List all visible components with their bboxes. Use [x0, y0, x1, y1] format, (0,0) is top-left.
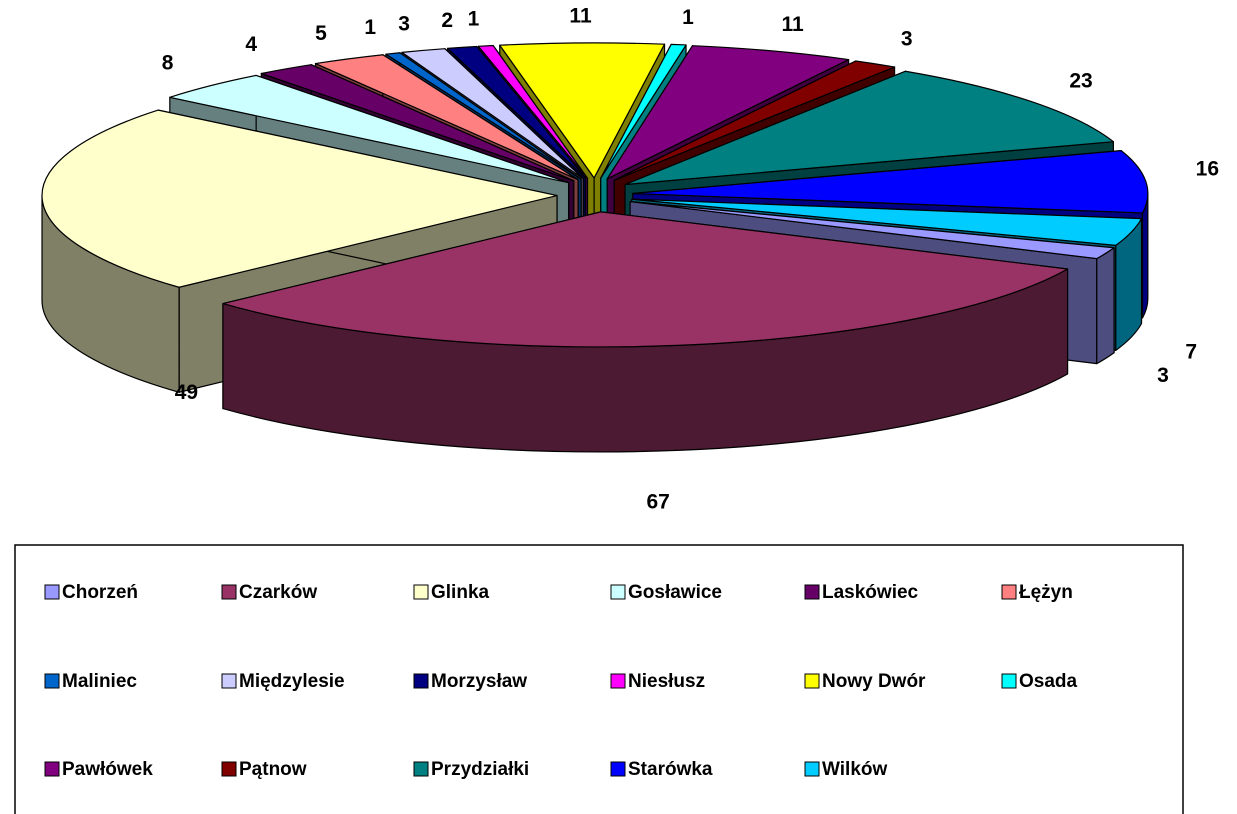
legend-swatch — [44, 673, 60, 689]
slice — [606, 45, 850, 180]
data-label: 1 — [364, 16, 376, 39]
legend-swatch — [221, 673, 237, 689]
legend-label: Niesłusz — [628, 671, 705, 692]
legend-swatch — [1001, 584, 1017, 600]
slice — [600, 43, 687, 179]
data-label: 1 — [682, 6, 694, 29]
legend-label: Glinka — [431, 582, 490, 603]
slice — [446, 45, 587, 180]
data-label: 7 — [1185, 341, 1197, 364]
legend-swatch — [804, 584, 820, 600]
data-label: 1 — [468, 8, 480, 31]
data-label: 5 — [315, 22, 327, 45]
legend-swatch — [610, 584, 626, 600]
data-label: 3 — [901, 27, 913, 50]
legend-swatch — [44, 761, 60, 777]
slice — [41, 109, 558, 288]
legend-box — [14, 544, 1184, 814]
legend-swatch — [413, 673, 429, 689]
legend-swatch — [610, 761, 626, 777]
legend-label: Morzysław — [431, 671, 527, 692]
slice — [169, 74, 570, 184]
data-label: 8 — [162, 52, 174, 75]
slice — [260, 64, 575, 182]
legend-label: Gosławice — [628, 582, 722, 603]
legend-swatch — [1001, 673, 1017, 689]
slice — [385, 52, 582, 180]
legend-label: Wilków — [822, 759, 887, 780]
slice — [613, 60, 896, 181]
legend-swatch — [221, 761, 237, 777]
slice-side — [1096, 247, 1115, 365]
legend-swatch — [413, 761, 429, 777]
legend-swatch — [221, 584, 237, 600]
legend-swatch — [804, 761, 820, 777]
legend-swatch — [413, 584, 429, 600]
data-label: 4 — [245, 33, 257, 56]
slice — [631, 198, 1143, 246]
data-label: 3 — [1157, 364, 1169, 387]
legend-label: Międzylesie — [239, 671, 345, 692]
legend-label: Starówka — [628, 759, 713, 780]
data-label: 49 — [175, 381, 198, 404]
slice — [632, 150, 1149, 214]
slice — [222, 211, 1069, 348]
data-label: 11 — [569, 4, 592, 27]
slice — [477, 44, 589, 179]
data-label: 16 — [1196, 158, 1219, 181]
legend-label: Maliniec — [62, 671, 137, 692]
slice — [401, 48, 584, 180]
legend-swatch — [610, 673, 626, 689]
legend-label: Laskówiec — [822, 582, 919, 603]
slice — [499, 42, 666, 179]
data-label: 23 — [1069, 69, 1092, 92]
legend-label: Pawłówek — [62, 759, 153, 780]
legend-label: Przydziałki — [431, 759, 529, 780]
legend-label: Osada — [1019, 671, 1078, 692]
data-label: 11 — [781, 13, 804, 36]
legend-label: Nowy Dwór — [822, 671, 926, 692]
legend-label: Chorzeń — [62, 582, 138, 603]
data-label: 2 — [441, 9, 453, 32]
legend-swatch — [44, 584, 60, 600]
legend-label: Pątnow — [239, 759, 307, 780]
slice — [624, 70, 1114, 186]
data-label: 67 — [646, 490, 669, 513]
data-label: 3 — [398, 13, 410, 36]
legend-label: Łężyn — [1019, 582, 1073, 603]
legend-label: Czarków — [239, 582, 317, 603]
slice — [314, 54, 579, 181]
slice — [629, 200, 1115, 260]
legend-swatch — [804, 673, 820, 689]
